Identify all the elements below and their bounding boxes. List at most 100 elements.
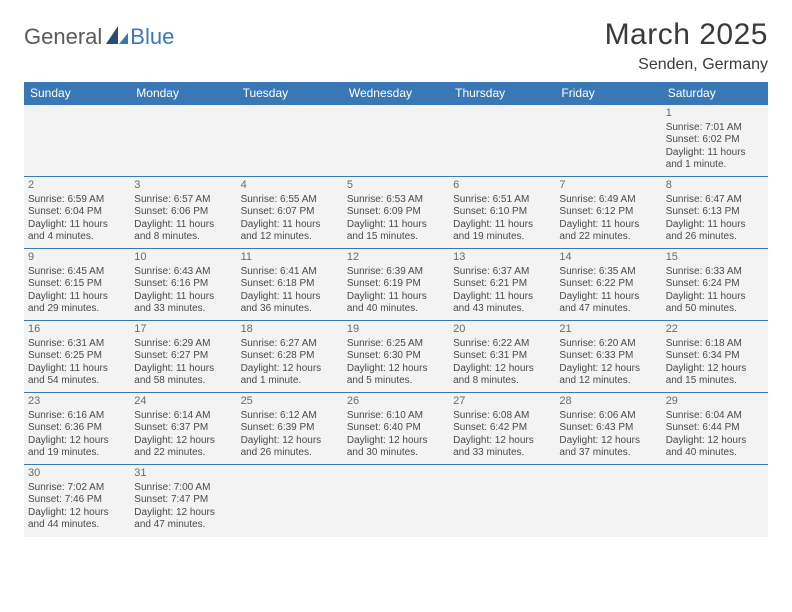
sunrise-text: Sunrise: 6:43 AM [134, 266, 232, 279]
calendar-cell: 1Sunrise: 7:01 AMSunset: 6:02 PMDaylight… [662, 105, 768, 177]
sunset-text: Sunset: 6:10 PM [453, 206, 551, 219]
day-number: 18 [241, 323, 339, 337]
sunrise-text: Sunrise: 6:57 AM [134, 194, 232, 207]
daylight-text: Daylight: 11 hours and 50 minutes. [666, 291, 764, 316]
day-number: 14 [559, 251, 657, 265]
day-number: 15 [666, 251, 764, 265]
day-number: 16 [28, 323, 126, 337]
calendar-cell: 23Sunrise: 6:16 AMSunset: 6:36 PMDayligh… [24, 393, 130, 465]
sunset-text: Sunset: 6:15 PM [28, 278, 126, 291]
calendar-cell: 9Sunrise: 6:45 AMSunset: 6:15 PMDaylight… [24, 249, 130, 321]
sunrise-text: Sunrise: 6:45 AM [28, 266, 126, 279]
calendar-cell-empty [555, 465, 661, 537]
sunrise-text: Sunrise: 6:41 AM [241, 266, 339, 279]
sunrise-text: Sunrise: 6:08 AM [453, 410, 551, 423]
day-number: 24 [134, 395, 232, 409]
sunrise-text: Sunrise: 6:14 AM [134, 410, 232, 423]
daylight-text: Daylight: 12 hours and 26 minutes. [241, 435, 339, 460]
logo-text-blue: Blue [130, 24, 174, 50]
sunset-text: Sunset: 6:25 PM [28, 350, 126, 363]
calendar-cell: 7Sunrise: 6:49 AMSunset: 6:12 PMDaylight… [555, 177, 661, 249]
sunset-text: Sunset: 6:06 PM [134, 206, 232, 219]
calendar-cell: 2Sunrise: 6:59 AMSunset: 6:04 PMDaylight… [24, 177, 130, 249]
day-header: Thursday [449, 82, 555, 105]
daylight-text: Daylight: 11 hours and 4 minutes. [28, 219, 126, 244]
sunset-text: Sunset: 6:12 PM [559, 206, 657, 219]
calendar-cell: 13Sunrise: 6:37 AMSunset: 6:21 PMDayligh… [449, 249, 555, 321]
calendar-cell: 8Sunrise: 6:47 AMSunset: 6:13 PMDaylight… [662, 177, 768, 249]
calendar-row: 1Sunrise: 7:01 AMSunset: 6:02 PMDaylight… [24, 105, 768, 177]
daylight-text: Daylight: 12 hours and 40 minutes. [666, 435, 764, 460]
sunset-text: Sunset: 6:34 PM [666, 350, 764, 363]
day-number: 25 [241, 395, 339, 409]
sunset-text: Sunset: 6:28 PM [241, 350, 339, 363]
daylight-text: Daylight: 11 hours and 58 minutes. [134, 363, 232, 388]
sunset-text: Sunset: 6:21 PM [453, 278, 551, 291]
day-number: 19 [347, 323, 445, 337]
day-number: 6 [453, 179, 551, 193]
calendar-cell: 30Sunrise: 7:02 AMSunset: 7:46 PMDayligh… [24, 465, 130, 537]
sunset-text: Sunset: 6:31 PM [453, 350, 551, 363]
day-number: 31 [134, 467, 232, 481]
sunrise-text: Sunrise: 6:55 AM [241, 194, 339, 207]
sunrise-text: Sunrise: 6:33 AM [666, 266, 764, 279]
calendar-cell-empty [449, 105, 555, 177]
calendar-cell-empty [237, 465, 343, 537]
sunset-text: Sunset: 6:22 PM [559, 278, 657, 291]
sunrise-text: Sunrise: 6:35 AM [559, 266, 657, 279]
sunrise-text: Sunrise: 6:53 AM [347, 194, 445, 207]
title-block: March 2025 Senden, Germany [605, 18, 768, 74]
calendar-cell: 5Sunrise: 6:53 AMSunset: 6:09 PMDaylight… [343, 177, 449, 249]
sunset-text: Sunset: 6:36 PM [28, 422, 126, 435]
sunrise-text: Sunrise: 7:02 AM [28, 482, 126, 495]
calendar-cell-empty [343, 105, 449, 177]
sunset-text: Sunset: 6:09 PM [347, 206, 445, 219]
page-title: March 2025 [605, 18, 768, 52]
day-number: 17 [134, 323, 232, 337]
header: General Blue March 2025 Senden, Germany [24, 18, 768, 74]
calendar-cell: 11Sunrise: 6:41 AMSunset: 6:18 PMDayligh… [237, 249, 343, 321]
sunrise-text: Sunrise: 6:04 AM [666, 410, 764, 423]
sunrise-text: Sunrise: 6:20 AM [559, 338, 657, 351]
sunset-text: Sunset: 6:43 PM [559, 422, 657, 435]
day-number: 8 [666, 179, 764, 193]
calendar-cell: 15Sunrise: 6:33 AMSunset: 6:24 PMDayligh… [662, 249, 768, 321]
daylight-text: Daylight: 11 hours and 22 minutes. [559, 219, 657, 244]
daylight-text: Daylight: 11 hours and 47 minutes. [559, 291, 657, 316]
day-number: 1 [666, 107, 764, 121]
calendar-cell: 16Sunrise: 6:31 AMSunset: 6:25 PMDayligh… [24, 321, 130, 393]
calendar-cell: 29Sunrise: 6:04 AMSunset: 6:44 PMDayligh… [662, 393, 768, 465]
calendar-body: 1Sunrise: 7:01 AMSunset: 6:02 PMDaylight… [24, 105, 768, 537]
daylight-text: Daylight: 12 hours and 37 minutes. [559, 435, 657, 460]
sunset-text: Sunset: 6:04 PM [28, 206, 126, 219]
calendar-cell: 6Sunrise: 6:51 AMSunset: 6:10 PMDaylight… [449, 177, 555, 249]
day-number: 12 [347, 251, 445, 265]
sunset-text: Sunset: 6:33 PM [559, 350, 657, 363]
calendar-row: 9Sunrise: 6:45 AMSunset: 6:15 PMDaylight… [24, 249, 768, 321]
sunset-text: Sunset: 6:07 PM [241, 206, 339, 219]
daylight-text: Daylight: 11 hours and 26 minutes. [666, 219, 764, 244]
daylight-text: Daylight: 11 hours and 1 minute. [666, 147, 764, 172]
daylight-text: Daylight: 12 hours and 44 minutes. [28, 507, 126, 532]
sunset-text: Sunset: 6:44 PM [666, 422, 764, 435]
day-number: 3 [134, 179, 232, 193]
sunrise-text: Sunrise: 6:59 AM [28, 194, 126, 207]
sunrise-text: Sunrise: 6:16 AM [28, 410, 126, 423]
sunrise-text: Sunrise: 6:49 AM [559, 194, 657, 207]
calendar-cell: 28Sunrise: 6:06 AMSunset: 6:43 PMDayligh… [555, 393, 661, 465]
sunrise-text: Sunrise: 6:29 AM [134, 338, 232, 351]
day-number: 20 [453, 323, 551, 337]
calendar-cell: 24Sunrise: 6:14 AMSunset: 6:37 PMDayligh… [130, 393, 236, 465]
sunset-text: Sunset: 6:18 PM [241, 278, 339, 291]
daylight-text: Daylight: 12 hours and 5 minutes. [347, 363, 445, 388]
calendar-head: SundayMondayTuesdayWednesdayThursdayFrid… [24, 82, 768, 105]
calendar-cell: 27Sunrise: 6:08 AMSunset: 6:42 PMDayligh… [449, 393, 555, 465]
calendar-cell: 12Sunrise: 6:39 AMSunset: 6:19 PMDayligh… [343, 249, 449, 321]
daylight-text: Daylight: 11 hours and 40 minutes. [347, 291, 445, 316]
calendar-cell: 4Sunrise: 6:55 AMSunset: 6:07 PMDaylight… [237, 177, 343, 249]
daylight-text: Daylight: 11 hours and 19 minutes. [453, 219, 551, 244]
day-header: Wednesday [343, 82, 449, 105]
sunset-text: Sunset: 6:19 PM [347, 278, 445, 291]
day-header: Tuesday [237, 82, 343, 105]
sunrise-text: Sunrise: 7:00 AM [134, 482, 232, 495]
